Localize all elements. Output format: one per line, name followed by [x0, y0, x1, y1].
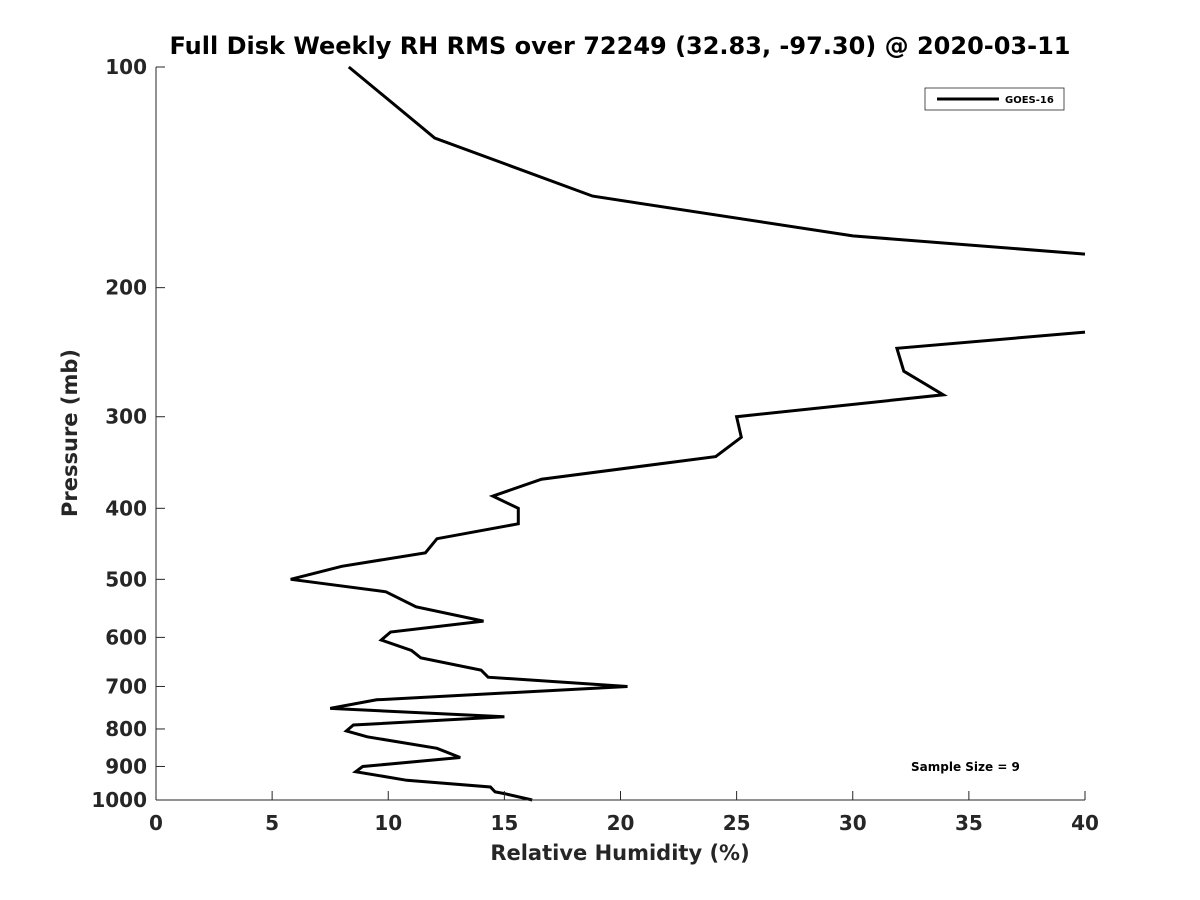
chart-title: Full Disk Weekly RH RMS over 72249 (32.8…	[169, 32, 1070, 60]
legend: GOES-16	[924, 87, 1065, 111]
x-tick-label-35: 35	[955, 811, 983, 835]
x-tick-label-5: 5	[265, 811, 279, 835]
y-ticks: 100 200 300 400 500 600 700 800 900 1000	[91, 55, 165, 812]
y-tick-label-700: 700	[105, 674, 147, 698]
x-tick-label-20: 20	[607, 811, 635, 835]
x-tick-label-40: 40	[1071, 811, 1099, 835]
y-tick-label-900: 900	[105, 754, 147, 778]
plot-background	[156, 67, 1085, 800]
y-tick-label-100: 100	[105, 55, 147, 79]
data-layer	[290, 65, 1086, 802]
series-line-goes-16-segment-1	[290, 330, 1086, 802]
y-tick-label-1000: 1000	[91, 788, 147, 812]
sample-size-annotation: Sample Size = 9	[911, 760, 1020, 774]
x-tick-label-30: 30	[839, 811, 867, 835]
series-line-goes-16-segment-0	[347, 65, 1086, 256]
x-axis-label: Relative Humidity (%)	[490, 841, 749, 865]
y-tick-label-400: 400	[105, 496, 147, 520]
legend-label-goes-16: GOES-16	[1005, 95, 1054, 106]
y-tick-label-600: 600	[105, 625, 147, 649]
y-tick-label-300: 300	[105, 405, 147, 429]
y-axis-label: Pressure (mb)	[58, 349, 82, 517]
x-ticks: 0 5 10 15 20 25 30 35 40	[149, 791, 1099, 835]
y-tick-label-500: 500	[105, 567, 147, 591]
x-tick-label-15: 15	[490, 811, 518, 835]
x-tick-label-25: 25	[723, 811, 751, 835]
x-tick-label-10: 10	[374, 811, 402, 835]
y-tick-label-200: 200	[105, 276, 147, 300]
x-tick-label-0: 0	[149, 811, 163, 835]
y-tick-label-800: 800	[105, 717, 147, 741]
